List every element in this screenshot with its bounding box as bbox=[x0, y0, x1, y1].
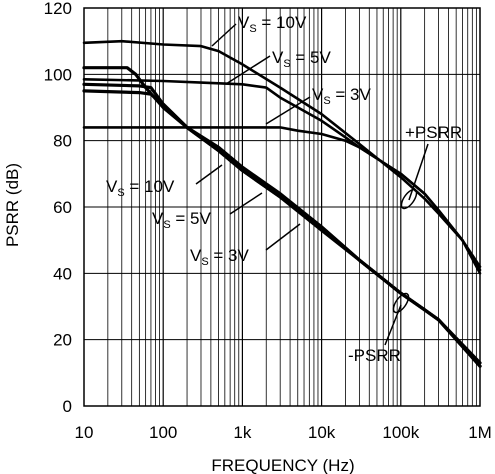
series-line-plus-psrr-10v bbox=[82, 39, 482, 275]
y-tick-label: 80 bbox=[53, 132, 72, 151]
x-tick-label: 100k bbox=[382, 423, 419, 442]
vs-5v-minus-label: VS = 5V bbox=[152, 209, 212, 231]
y-tick-labels: 0 20 40 60 80 100 120 bbox=[44, 0, 72, 416]
annotations: VS = 10V VS = 5V VS = 3V +PSRR VS = 10V … bbox=[106, 13, 462, 365]
series-line-plus-psrr-3v bbox=[82, 126, 482, 272]
x-axis-label: FREQUENCY (Hz) bbox=[211, 456, 354, 474]
x-tick-label: 100 bbox=[149, 423, 177, 442]
y-tick-label: 60 bbox=[53, 198, 72, 217]
vs-5v-plus-pointer bbox=[225, 55, 271, 85]
x-tick-label: 1k bbox=[233, 423, 251, 442]
x-tick-label: 1M bbox=[468, 423, 492, 442]
minus-psrr-group-marker bbox=[392, 292, 410, 314]
y-tick-label: 40 bbox=[53, 264, 72, 283]
vs-3v-minus-label: VS = 3V bbox=[190, 246, 250, 268]
vs-10v-minus-label: VS = 10V bbox=[106, 177, 175, 199]
vs-5v-plus-label: VS = 5V bbox=[272, 48, 332, 70]
vs-5v-minus-pointer bbox=[229, 192, 263, 215]
vs-3v-plus-label: VS = 3V bbox=[312, 85, 372, 107]
vs-10v-plus-pointer bbox=[211, 23, 237, 47]
plus-psrr-label: +PSRR bbox=[405, 123, 462, 142]
y-tick-label: 0 bbox=[63, 397, 72, 416]
plus-psrr-pointer bbox=[408, 143, 429, 201]
series-line-minus-psrr-10v bbox=[82, 66, 482, 365]
plus-psrr-group-marker bbox=[400, 188, 418, 210]
x-tick-label: 10 bbox=[75, 423, 94, 442]
x-tick-label: 10k bbox=[308, 423, 336, 442]
series-line-minus-psrr-3v bbox=[82, 89, 482, 368]
y-tick-label: 120 bbox=[44, 0, 72, 18]
y-tick-label: 20 bbox=[53, 331, 72, 350]
vs-3v-plus-pointer bbox=[265, 96, 311, 125]
grid-lines bbox=[84, 8, 480, 406]
minus-psrr-label: -PSRR bbox=[348, 346, 401, 365]
vs-10v-minus-pointer bbox=[195, 164, 223, 185]
vs-3v-minus-pointer bbox=[265, 223, 301, 251]
data-series bbox=[82, 39, 482, 368]
y-axis-label: PSRR (dB) bbox=[3, 163, 22, 247]
vs-10v-plus-label: VS = 10V bbox=[238, 13, 307, 35]
y-tick-label: 100 bbox=[44, 65, 72, 84]
plot-frame bbox=[83, 7, 481, 407]
x-tick-labels: 10 100 1k 10k 100k 1M bbox=[75, 423, 492, 442]
